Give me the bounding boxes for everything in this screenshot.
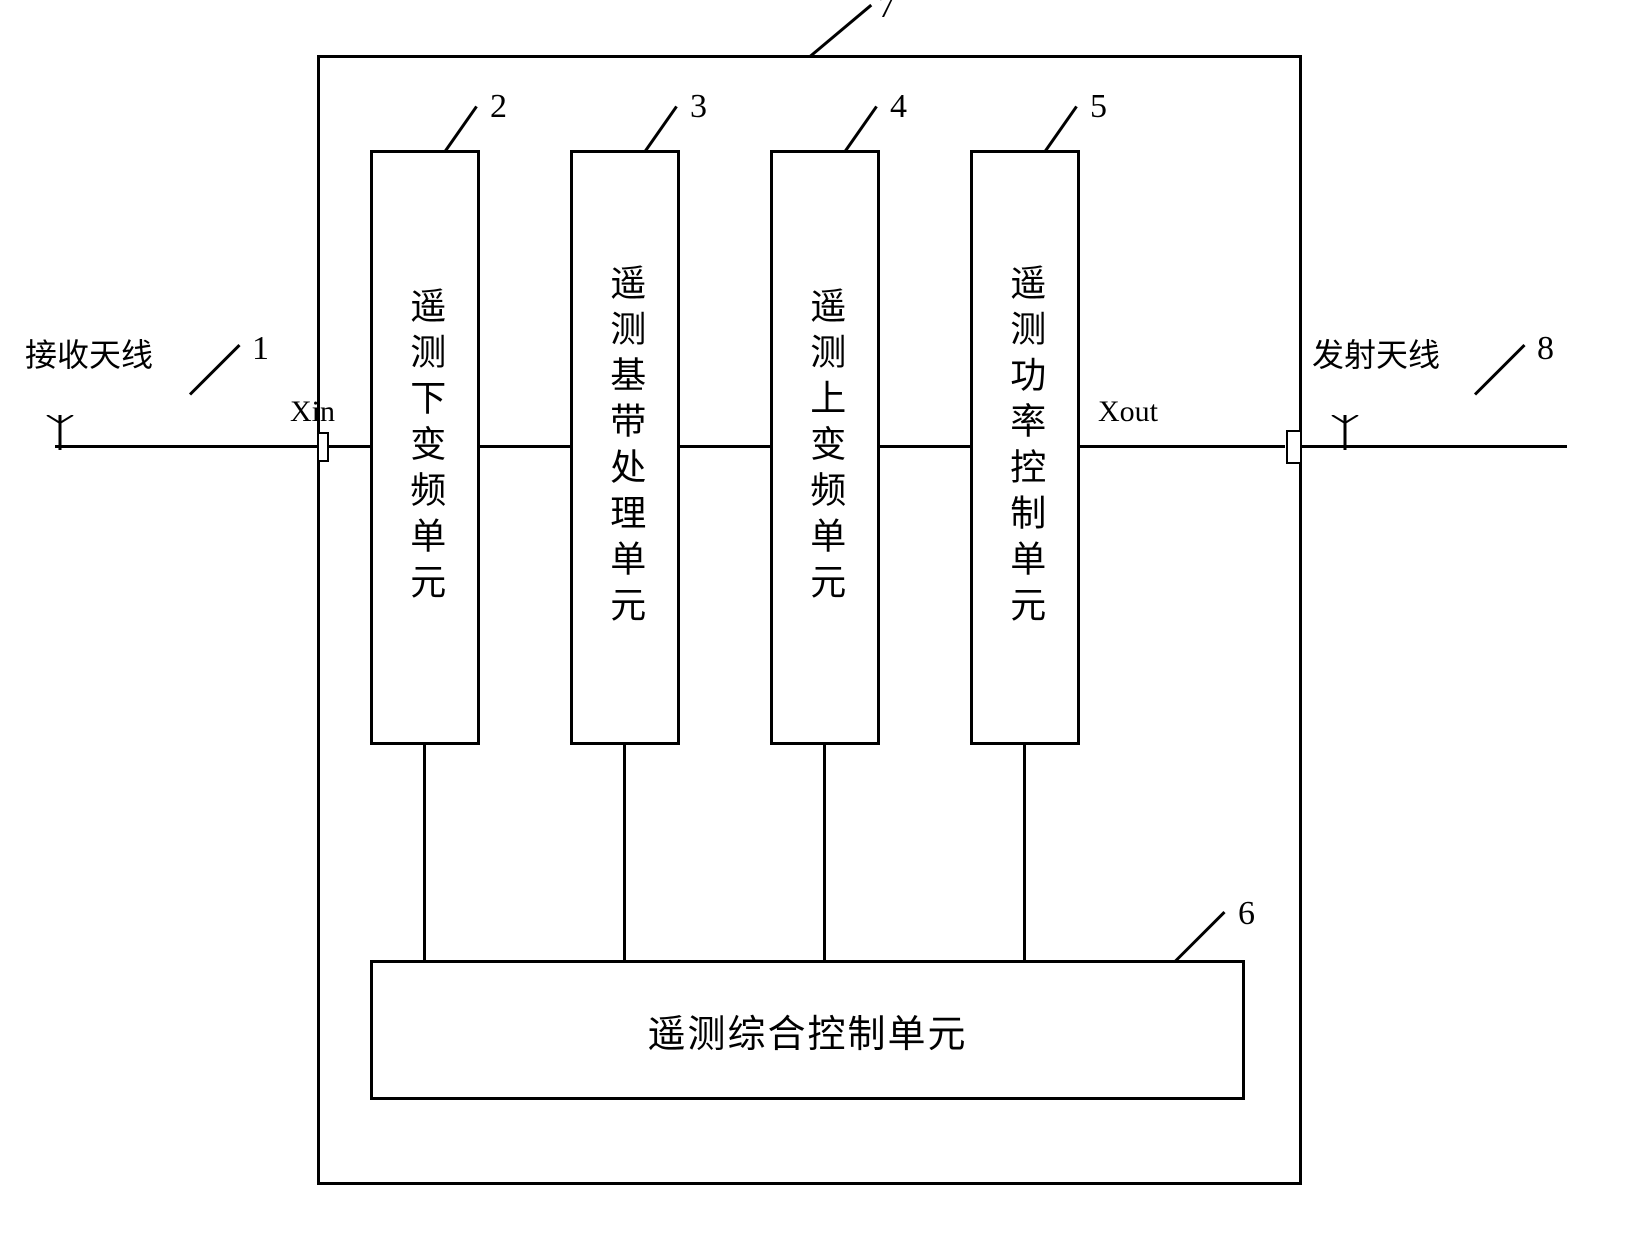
callout-num-7: 7	[878, 0, 895, 26]
sig-line-4	[1080, 445, 1285, 448]
callout-num-5: 5	[1090, 88, 1107, 126]
unit-downconvert: 遥测下变频单元	[370, 150, 480, 745]
tx-antenna-label: 发射天线	[1312, 330, 1440, 376]
callout-line-1	[189, 344, 241, 396]
sig-line-2	[680, 445, 770, 448]
drop-line-5	[1023, 745, 1026, 960]
unit-3-label: 遥测基带处理单元	[600, 264, 650, 632]
unit-baseband: 遥测基带处理单元	[570, 150, 680, 745]
unit-power-control: 遥测功率控制单元	[970, 150, 1080, 745]
callout-num-8: 8	[1537, 330, 1554, 368]
callout-num-3: 3	[690, 88, 707, 126]
sig-line-0	[329, 445, 370, 448]
callout-line-7	[809, 4, 872, 58]
callout-num-6: 6	[1238, 895, 1255, 933]
sig-line-3	[880, 445, 970, 448]
unit-upconvert: 遥测上变频单元	[770, 150, 880, 745]
diagram-root: 7 接收天线 1 Xin 遥测下变频单元 2 遥测基带处理单元 3 遥测上变频单…	[0, 0, 1635, 1252]
rx-antenna-icon	[45, 415, 75, 450]
unit-6-label: 遥测综合控制单元	[647, 1003, 967, 1058]
callout-num-2: 2	[490, 88, 507, 126]
drop-line-4	[823, 745, 826, 960]
sig-line-1	[480, 445, 570, 448]
drop-line-3	[623, 745, 626, 960]
drop-line-2	[423, 745, 426, 960]
callout-num-1: 1	[252, 330, 269, 368]
callout-line-8	[1474, 344, 1526, 396]
xout-label: Xout	[1098, 395, 1158, 429]
unit-integrated-control: 遥测综合控制单元	[370, 960, 1245, 1100]
xin-label: Xin	[290, 395, 335, 429]
tx-antenna-icon	[1330, 415, 1360, 450]
unit-2-label: 遥测下变频单元	[400, 287, 450, 609]
rx-antenna-label: 接收天线	[25, 330, 153, 376]
xout-port	[1286, 430, 1302, 464]
input-line	[55, 445, 317, 448]
unit-4-label: 遥测上变频单元	[800, 287, 850, 609]
xin-port	[317, 432, 329, 462]
callout-num-4: 4	[890, 88, 907, 126]
unit-5-label: 遥测功率控制单元	[1000, 264, 1050, 632]
